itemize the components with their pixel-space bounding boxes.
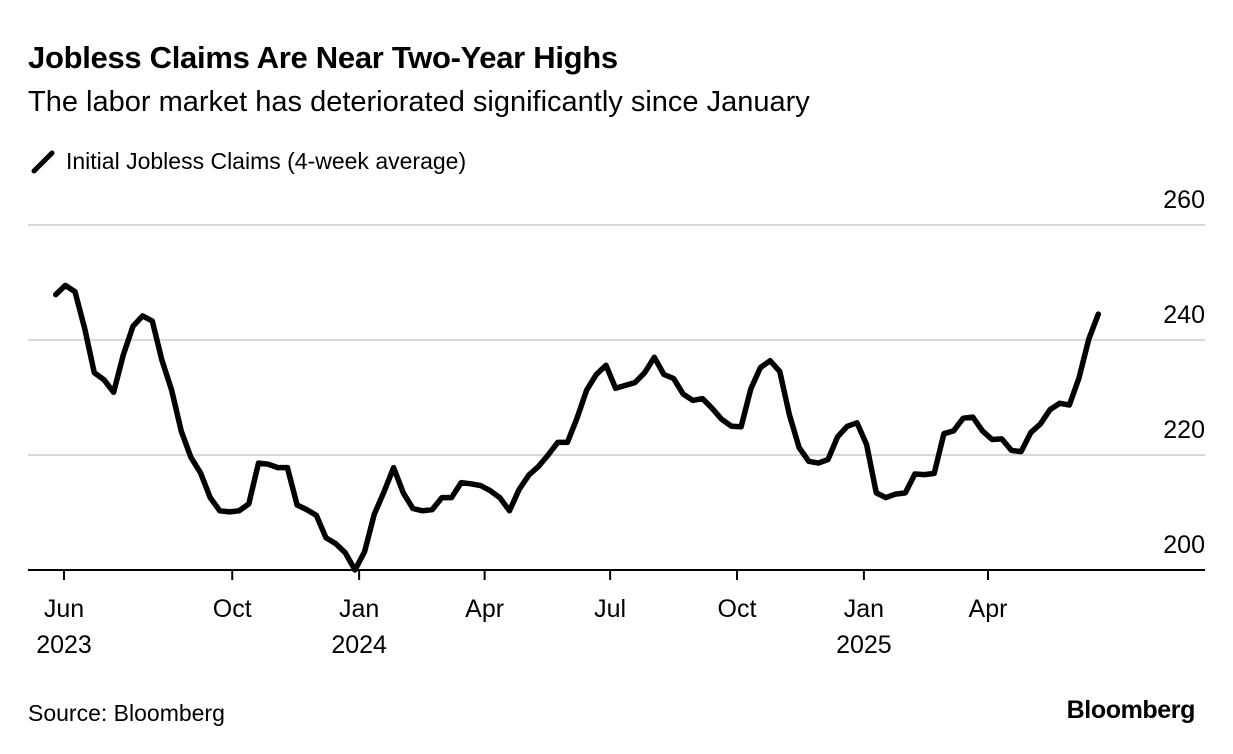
x-tick-label: Apr xyxy=(465,595,504,623)
x-tick-year-label: 2025 xyxy=(836,631,892,659)
x-tick-label: Jan xyxy=(844,595,884,623)
y-tick-label: 220 xyxy=(1163,416,1205,444)
y-tick-label: 240 xyxy=(1163,301,1205,329)
x-tick-label: Oct xyxy=(718,595,757,623)
legend-label: Initial Jobless Claims (4-week average) xyxy=(66,148,467,174)
chart-title: Jobless Claims Are Near Two-Year Highs xyxy=(28,40,618,75)
x-tick-year-label: 2023 xyxy=(36,631,92,659)
x-tick-label: Apr xyxy=(969,595,1008,623)
chart-subtitle: The labor market has deteriorated signif… xyxy=(28,86,810,118)
line-swatch-icon xyxy=(31,150,55,173)
y-tick-label: 200 xyxy=(1163,531,1205,559)
x-tick-label: Jun xyxy=(44,595,84,623)
x-tick-label: Jul xyxy=(594,595,626,623)
series-line xyxy=(52,282,1102,573)
y-tick-label: 260 xyxy=(1163,186,1205,214)
x-tick-label: Oct xyxy=(213,595,252,623)
source-note: Source: Bloomberg xyxy=(28,700,225,726)
x-tick-label: Jan xyxy=(339,595,379,623)
x-tick-year-label: 2024 xyxy=(331,631,387,659)
brand-logo: Bloomberg xyxy=(1066,696,1196,724)
legend: Initial Jobless Claims (4-week average) xyxy=(30,148,466,175)
